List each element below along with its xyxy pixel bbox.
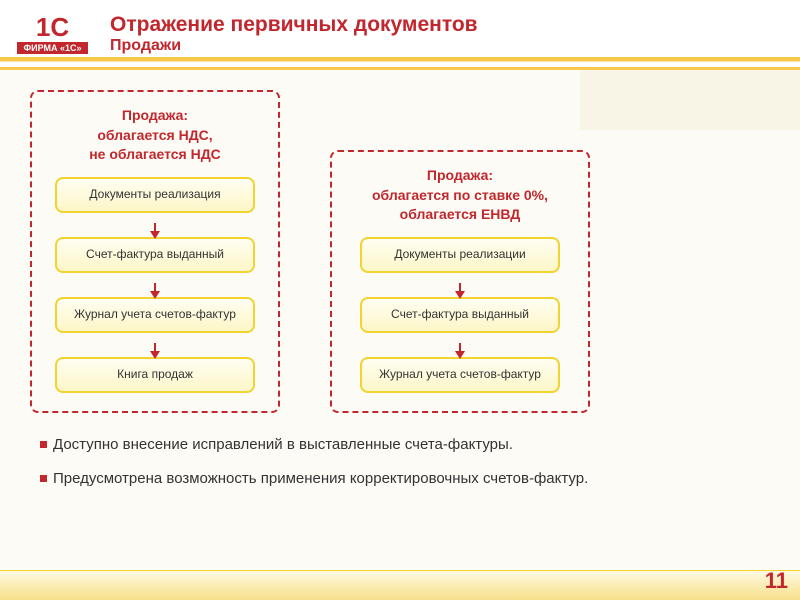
slide-content: Продажа: облагается НДС, не облагается Н…	[0, 70, 800, 530]
panel-vat-title: Продажа: облагается НДС, не облагается Н…	[89, 106, 221, 165]
logo-bottom-text: ФИРМА «1С»	[17, 42, 87, 54]
header-text-group: Отражение первичных документов Продажи	[110, 13, 478, 55]
bullet-item: Доступно внесение исправлений в выставле…	[40, 435, 760, 455]
flow-box: Журнал учета счетов-фактур	[360, 357, 560, 393]
slide-header: 1С ФИРМА «1С» Отражение первичных докуме…	[0, 0, 800, 70]
flow-box: Документы реализация	[55, 177, 255, 213]
header-subtitle: Продажи	[110, 37, 478, 55]
panel-b-line1: Продажа:	[427, 167, 493, 183]
panel-zero-title: Продажа: облагается по ставке 0%, облага…	[372, 166, 548, 225]
panel-b-line2: облагается по ставке 0%,	[372, 187, 548, 203]
logo-top-text: 1С	[36, 14, 69, 40]
flow-box: Книга продаж	[55, 357, 255, 393]
flow-box: Счет-фактура выданный	[55, 237, 255, 273]
panel-vat: Продажа: облагается НДС, не облагается Н…	[30, 90, 280, 413]
panel-b-line3: облагается ЕНВД	[400, 206, 521, 222]
panel-a-line1: Продажа:	[122, 107, 188, 123]
panel-zero-envd: Продажа: облагается по ставке 0%, облага…	[330, 150, 590, 413]
header-title: Отражение первичных документов	[110, 13, 478, 37]
flow-box: Счет-фактура выданный	[360, 297, 560, 333]
panel-a-line3: не облагается НДС	[89, 146, 221, 162]
flow-box: Документы реализации	[360, 237, 560, 273]
page-number: 11	[765, 568, 788, 594]
flow-box: Журнал учета счетов-фактур	[55, 297, 255, 333]
slide-footer	[0, 570, 800, 600]
panel-a-line2: облагается НДС,	[97, 127, 212, 143]
logo-1c: 1С ФИРМА «1С»	[10, 4, 95, 64]
bullet-list: Доступно внесение исправлений в выставле…	[30, 435, 770, 490]
flow-panels: Продажа: облагается НДС, не облагается Н…	[30, 90, 770, 413]
bullet-item: Предусмотрена возможность применения кор…	[40, 469, 760, 489]
